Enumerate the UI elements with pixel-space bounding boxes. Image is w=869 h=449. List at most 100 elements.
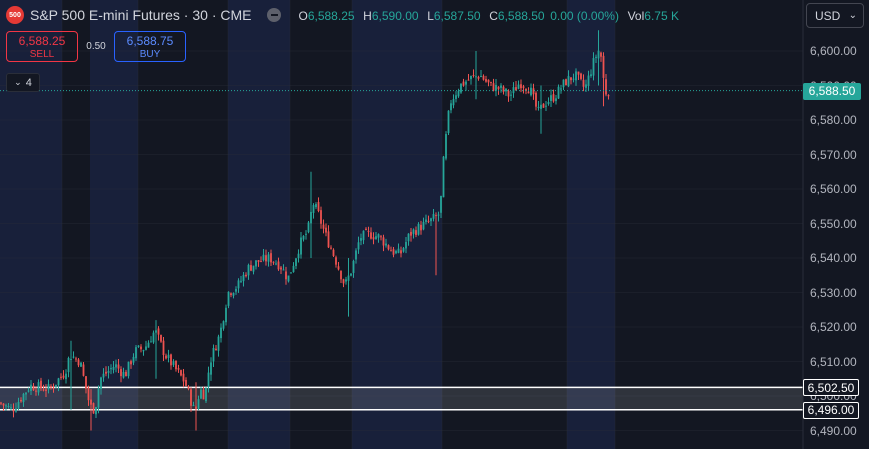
candle-body (350, 273, 352, 276)
buy-button[interactable]: 6,588.75 BUY (114, 31, 186, 62)
candle-body (257, 260, 260, 262)
price-tick-label: 6,580.00 (810, 113, 857, 127)
candle-body (340, 270, 342, 280)
ohlc-values: O6,588.25 H6,590.00 L6,587.50 C6,588.50 … (295, 8, 680, 23)
candle-body (510, 94, 512, 96)
session-bands (0, 0, 615, 449)
zone-bottom-label: 6,496.00 (803, 401, 859, 419)
candle-body (242, 274, 245, 282)
candle-body (205, 387, 207, 402)
candle-body (122, 371, 125, 378)
candle-body (405, 242, 407, 249)
candle-body (75, 358, 77, 360)
indicators-toggle[interactable]: ⌄ 4 (6, 73, 40, 92)
candle-body (447, 110, 450, 133)
currency-select[interactable]: USD ⌄ (806, 3, 864, 28)
candle-body (565, 79, 567, 86)
candle-body (100, 377, 102, 390)
candle-body (365, 228, 367, 230)
candle-body (550, 95, 552, 101)
candle-body (220, 327, 222, 339)
ohlc-open: 6,588.25 (307, 8, 355, 23)
candle-body (400, 250, 402, 254)
candle-body (302, 235, 305, 240)
candle-body (37, 382, 40, 393)
buy-price: 6,588.75 (126, 33, 174, 48)
candle-body (142, 350, 145, 352)
candle-body (240, 280, 242, 282)
candle-body (72, 356, 75, 358)
candle-body (532, 88, 535, 95)
candle-body (197, 399, 200, 409)
candle-body (417, 223, 420, 235)
candle-body (425, 219, 427, 222)
candle-body (317, 202, 320, 211)
candle-body (62, 375, 65, 378)
candle-body (520, 84, 522, 89)
candle-body (22, 393, 25, 403)
candle-body (475, 76, 477, 78)
candle-body (315, 204, 317, 208)
candle-body (160, 334, 162, 342)
candle-body (485, 79, 487, 82)
candle-body (125, 371, 127, 377)
candle-body (395, 251, 397, 254)
candle-body (357, 242, 360, 250)
candle-body (482, 75, 485, 80)
price-tick-label: 6,560.00 (810, 182, 857, 196)
candle-body (522, 86, 525, 88)
ohlc-close: 6,588.50 (497, 8, 545, 23)
price-tick-label: 6,490.00 (810, 423, 857, 438)
candle-body (137, 345, 140, 347)
candle-body (412, 229, 415, 234)
candle-body (445, 134, 447, 159)
candle-body (402, 248, 405, 252)
candle-body (102, 373, 105, 378)
ohlc-label: C (489, 8, 498, 23)
candle-body (5, 405, 7, 407)
price-zone[interactable] (0, 386, 803, 411)
candle-body (430, 218, 432, 222)
price-tick-label: 6,540.00 (810, 251, 857, 265)
candle-body (237, 280, 240, 289)
candle-body (592, 58, 595, 76)
candle-body (322, 224, 325, 229)
candle-body (262, 254, 265, 261)
candle-body (285, 271, 287, 280)
candle-body (147, 342, 150, 348)
candle-body (192, 405, 195, 407)
candle-body (167, 354, 170, 358)
candle-body (182, 373, 185, 382)
candle-body (437, 214, 440, 216)
candle-body (117, 364, 120, 369)
candle-body (127, 361, 130, 377)
candle-body (330, 247, 332, 249)
candle-body (20, 399, 22, 402)
candle-body (177, 368, 180, 370)
symbol-title[interactable]: S&P 500 E-mini Futures · 30 · CME (30, 7, 252, 23)
candle-body (30, 384, 32, 391)
candle-body (567, 76, 570, 87)
candle-body (382, 237, 385, 246)
candle-body (407, 233, 410, 242)
collapse-legend-icon[interactable] (267, 8, 282, 22)
zone-top-label: 6,502.50 (803, 379, 859, 397)
candle-body (310, 211, 312, 224)
candle-body (172, 361, 175, 365)
candle-body (377, 234, 380, 238)
candle-body (370, 232, 372, 239)
candle-body (77, 359, 80, 366)
candle-body (492, 83, 495, 91)
candle-body (107, 370, 110, 373)
candle-series (0, 30, 610, 431)
candle-body (387, 245, 390, 250)
candle-body (2, 403, 5, 406)
candle-body (287, 275, 290, 282)
candle-body (360, 238, 362, 241)
candle-body (345, 279, 347, 282)
symbol-header: 500 S&P 500 E-mini Futures · 30 · CME O6… (6, 5, 681, 25)
candle-body (210, 362, 212, 375)
sell-button[interactable]: 6,588.25 SELL (6, 31, 78, 62)
candle-body (85, 376, 87, 389)
